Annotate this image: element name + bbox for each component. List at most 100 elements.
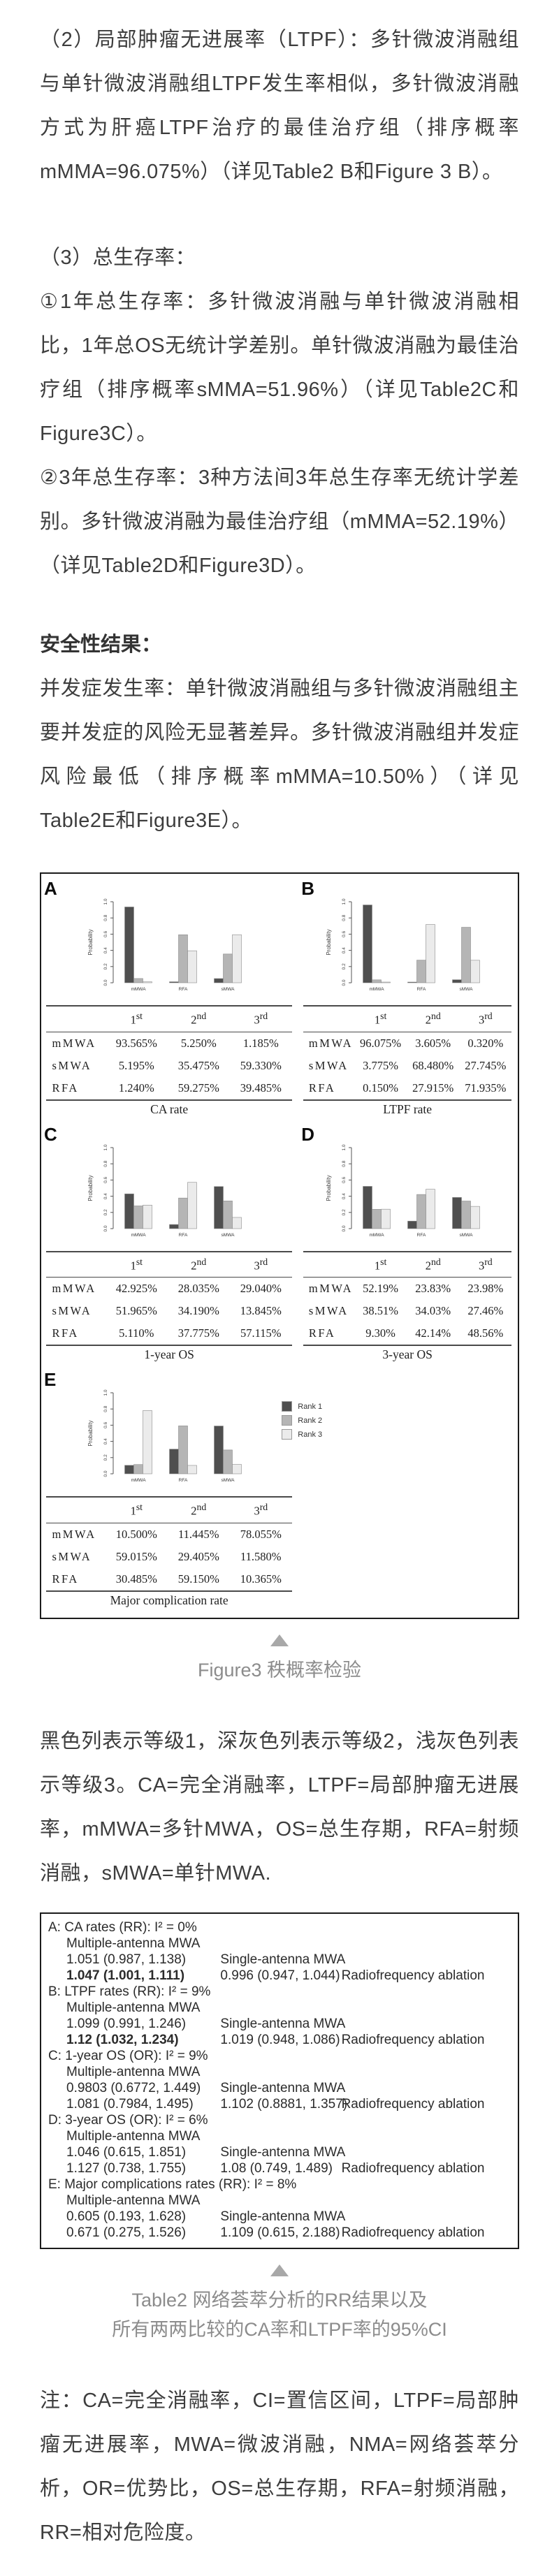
row-label: sMWA (308, 1304, 349, 1317)
panel-caption: LTPF rate (383, 1102, 433, 1116)
table2-cell: 1.109 (0.615, 2.188) (220, 2225, 340, 2240)
table2-cell: 0.9803 (0.6772, 1.449) (66, 2080, 201, 2095)
bar-rank3-mMWA (143, 1410, 152, 1474)
table2-cell: Multiple-antenna MWA (66, 2128, 201, 2144)
table-corner-cell (46, 1252, 105, 1278)
legend-swatch (282, 1415, 293, 1426)
table-cell: 10.365% (240, 1572, 282, 1586)
bar-rank1-mMWA (363, 905, 372, 983)
bar-rank3-mMWA (143, 1204, 152, 1229)
svg-text:0.0: 0.0 (103, 979, 108, 986)
x-axis-group-label: RFA (179, 1478, 188, 1483)
panel-letter: D (301, 1123, 315, 1145)
panel-caption: CA rate (150, 1102, 189, 1116)
table2-cell (342, 2000, 514, 2016)
bar-rank1-sMWA (214, 1426, 224, 1474)
table-cell: 30.485% (115, 1572, 157, 1586)
table2-line: 0.9803 (0.6772, 1.449) Single-antenna MWA (48, 2080, 514, 2096)
table2-cell: 1.081 (0.7984, 1.495) (66, 2096, 194, 2112)
svg-text:0.0: 0.0 (103, 1470, 108, 1477)
column-header: 2nd (191, 1502, 207, 1518)
collapse-triangle-icon (270, 1634, 289, 1646)
table-cell: 93.565% (115, 1036, 157, 1050)
legend-item: Rank 1 (282, 1401, 515, 1412)
figure3-caption: Figure3 秩概率检验 (197, 1659, 362, 1681)
table2-line: 0.605 (0.193, 1.628) Single-antenna MWA (48, 2209, 514, 2225)
svg-text:0.4: 0.4 (103, 1438, 108, 1444)
table-header-row: 1st 2nd 3rd (46, 1251, 292, 1278)
table2-block-header-line: B: LTPF rates (RR): I² = 9% (48, 1984, 514, 2000)
bar-rank1-mMWA (124, 907, 134, 983)
column-header: 1st (374, 1011, 387, 1027)
row-label: RFA (308, 1326, 336, 1340)
figure-panel-E: E 0.0 0.2 0.4 0.6 0.8 1.0 Probability mMWA RFA sMW… (41, 1368, 298, 1613)
svg-text:1.0: 1.0 (103, 1389, 108, 1396)
figure3-caption-block: Figure3 秩概率检验 (40, 1634, 519, 1685)
table-row: mMWA 10.500% 11.445% 78.055% (46, 1523, 291, 1546)
row-label: sMWA (308, 1058, 349, 1072)
table2-cell (342, 2128, 514, 2144)
bottom-note: 注：CA=完全消融率，CI=置信区间，LTPF=局部肿瘤无进展率，MWA=微波消… (40, 2389, 519, 2544)
bar-rank1-RFA (407, 1220, 417, 1229)
x-axis-group-label: sMWA (460, 1233, 474, 1238)
table2-cell: 1.102 (0.8881, 1.357) (220, 2096, 348, 2112)
table-cell: 71.935% (465, 1081, 507, 1095)
table2-cell: 1.099 (0.991, 1.246) (66, 2016, 187, 2031)
table2-cell (220, 2064, 341, 2080)
y-axis-label: Probability (87, 929, 94, 955)
bar-rank3-mMWA (143, 981, 152, 983)
bar-rank2-mMWA (133, 978, 143, 983)
svg-text:0.6: 0.6 (103, 1422, 108, 1428)
row-label: mMWA (308, 1282, 354, 1295)
table-cell: 34.03% (415, 1304, 451, 1317)
bar-rank2-mMWA (372, 979, 382, 983)
table2-block-header: B: LTPF rates (RR): I² = 9% (48, 1984, 211, 1999)
table2-block-header-line: C: 1-year OS (OR): I² = 9% (48, 2048, 514, 2064)
table2-block-header-line: D: 3-year OS (OR): I² = 6% (48, 2112, 514, 2128)
table2-cell (342, 2193, 514, 2209)
bar-rank1-sMWA (452, 979, 462, 983)
figure3-rank-probability: A 0.0 0.2 0.4 0.6 0.8 1.0 Probability mMWA RFA sMW… (40, 872, 519, 1619)
legend-swatch (282, 1429, 293, 1440)
table-cell: 11.445% (178, 1527, 219, 1541)
table-cell: 48.56% (467, 1326, 504, 1340)
table2-cell (342, 2080, 514, 2096)
svg-text:0.4: 0.4 (342, 947, 347, 953)
x-axis-group-label: sMWA (222, 1233, 235, 1238)
svg-text:0.6: 0.6 (103, 931, 108, 937)
table2-cell: Radiofrequency ablation (341, 1968, 485, 1983)
svg-text:0.6: 0.6 (342, 1176, 347, 1183)
panel-caption: 3-year OS (382, 1347, 433, 1361)
y-axis-label: Probability (87, 1420, 94, 1446)
figure3-grid: A 0.0 0.2 0.4 0.6 0.8 1.0 Probability mMWA RFA sMW… (41, 877, 518, 1613)
table2-cell: Single-antenna MWA (220, 2144, 346, 2160)
panel-caption: 1-year OS (144, 1347, 194, 1361)
table-row: sMWA 38.51% 34.03% 27.46% (303, 1300, 511, 1322)
table2-cell (220, 2128, 341, 2144)
rank-bar-chart-D: 0.0 0.2 0.4 0.6 0.8 1.0 Probability mMWA RFA sMWA (326, 1144, 480, 1238)
column-header: 3rd (254, 1502, 268, 1518)
row-label: sMWA (52, 1058, 92, 1072)
bar-rank3-RFA (187, 1181, 197, 1229)
bar-rank3-RFA (426, 1188, 435, 1229)
x-axis-group-label: mMWA (370, 1233, 385, 1238)
paragraph-os-1yr: ①1年总生存率：多针微波消融与单针微波消融相比，1年总OS无统计学差别。单针微波… (40, 291, 519, 445)
table-cell: 42.14% (415, 1326, 451, 1340)
collapse-triangle-icon (270, 2264, 289, 2276)
table-cell: 59.330% (240, 1058, 282, 1072)
legend-label: Rank 3 (298, 1430, 323, 1439)
figure-panel-B: B 0.0 0.2 0.4 0.6 0.8 1.0 Probability mMWA RFA sMW… (298, 877, 518, 1122)
svg-text:0.6: 0.6 (342, 931, 347, 937)
table-row: sMWA 59.015% 29.405% 11.580% (46, 1546, 291, 1568)
table2-line: Multiple-antenna MWA (48, 2128, 514, 2144)
table-cell: 10.500% (115, 1527, 157, 1541)
svg-text:1.0: 1.0 (103, 1144, 108, 1150)
table-cell: 37.775% (177, 1326, 219, 1340)
table2-caption-line2: 所有两两比较的CA率和LTPF率的95%CI (112, 2318, 447, 2340)
bar-rank1-mMWA (124, 1465, 134, 1474)
column-header: 2nd (425, 1011, 441, 1027)
bar-rank3-RFA (426, 924, 435, 983)
rank-bar-chart-B: 0.0 0.2 0.4 0.6 0.8 1.0 Probability mMWA RFA sMWA (326, 898, 480, 992)
column-header: 2nd (191, 1011, 207, 1027)
table-row: RFA 5.110% 37.775% 57.115% (46, 1322, 292, 1345)
